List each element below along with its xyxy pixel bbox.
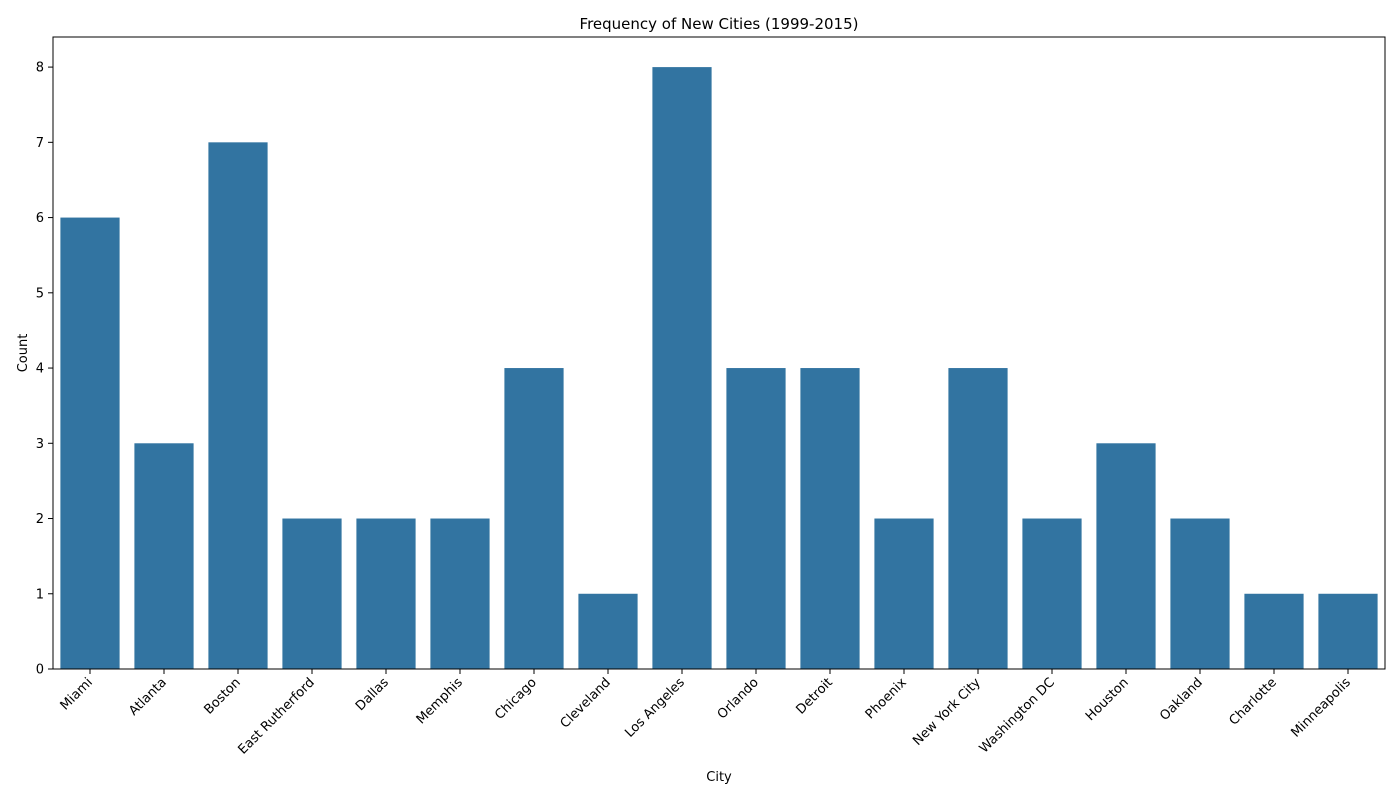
x-tick-label: Oakland bbox=[1157, 675, 1206, 724]
bar-chicago bbox=[504, 368, 564, 669]
bar-cleveland bbox=[578, 593, 638, 669]
bar-washington-dc bbox=[1022, 518, 1082, 669]
x-tick-label: Dallas bbox=[353, 675, 392, 714]
x-tick-label: Chicago bbox=[492, 675, 540, 723]
x-tick-label: Detroit bbox=[794, 675, 836, 717]
bar-miami bbox=[60, 217, 120, 669]
bar-atlanta bbox=[134, 443, 194, 669]
x-tick-label: Miami bbox=[58, 675, 96, 713]
y-tick-label: 7 bbox=[36, 136, 44, 151]
x-tick-label: Minneapolis bbox=[1288, 675, 1354, 741]
bar-dallas bbox=[356, 518, 416, 669]
x-tick-label: Boston bbox=[201, 675, 243, 717]
x-tick-label: Los Angeles bbox=[622, 675, 688, 741]
bar-memphis bbox=[430, 518, 490, 669]
y-tick-label: 0 bbox=[36, 663, 44, 678]
x-tick-label: East Rutherford bbox=[235, 675, 317, 757]
bar-los-angeles bbox=[652, 67, 712, 670]
x-tick-label: Houston bbox=[1083, 675, 1132, 724]
y-tick-label: 2 bbox=[36, 512, 44, 527]
x-tick-label: Washington DC bbox=[977, 675, 1058, 756]
y-tick-label: 1 bbox=[36, 587, 44, 602]
x-tick-label: Atlanta bbox=[126, 675, 170, 719]
bar-houston bbox=[1096, 443, 1156, 669]
bar-east-rutherford bbox=[282, 518, 342, 669]
x-tick-label: Cleveland bbox=[558, 675, 614, 731]
x-tick-label: Orlando bbox=[715, 675, 762, 722]
bar-new-york-city bbox=[948, 368, 1008, 669]
x-tick-label: Charlotte bbox=[1227, 675, 1280, 728]
y-axis-title: Count bbox=[16, 334, 31, 373]
bar-oakland bbox=[1170, 518, 1230, 669]
x-tick-label: Memphis bbox=[414, 675, 466, 727]
bars-group bbox=[60, 67, 1378, 670]
chart-title: Frequency of New Cities (1999-2015) bbox=[580, 15, 859, 33]
y-axis-ticks: 0 1 2 3 4 5 6 7 8 bbox=[36, 61, 53, 678]
y-tick-label: 8 bbox=[36, 61, 44, 76]
bar-boston bbox=[208, 142, 268, 669]
bar-minneapolis bbox=[1318, 593, 1378, 669]
bar-charlotte bbox=[1244, 593, 1304, 669]
x-tick-label: Phoenix bbox=[863, 675, 910, 722]
y-tick-label: 4 bbox=[36, 362, 44, 377]
bar-detroit bbox=[800, 368, 860, 669]
bar-phoenix bbox=[874, 518, 934, 669]
y-tick-label: 3 bbox=[36, 437, 44, 452]
y-tick-label: 6 bbox=[36, 211, 44, 226]
y-tick-label: 5 bbox=[36, 286, 44, 301]
x-axis-title: City bbox=[706, 770, 732, 785]
plot-frame bbox=[52, 36, 1386, 670]
bar-orlando bbox=[726, 368, 786, 669]
x-tick-label: New York City bbox=[910, 675, 984, 749]
